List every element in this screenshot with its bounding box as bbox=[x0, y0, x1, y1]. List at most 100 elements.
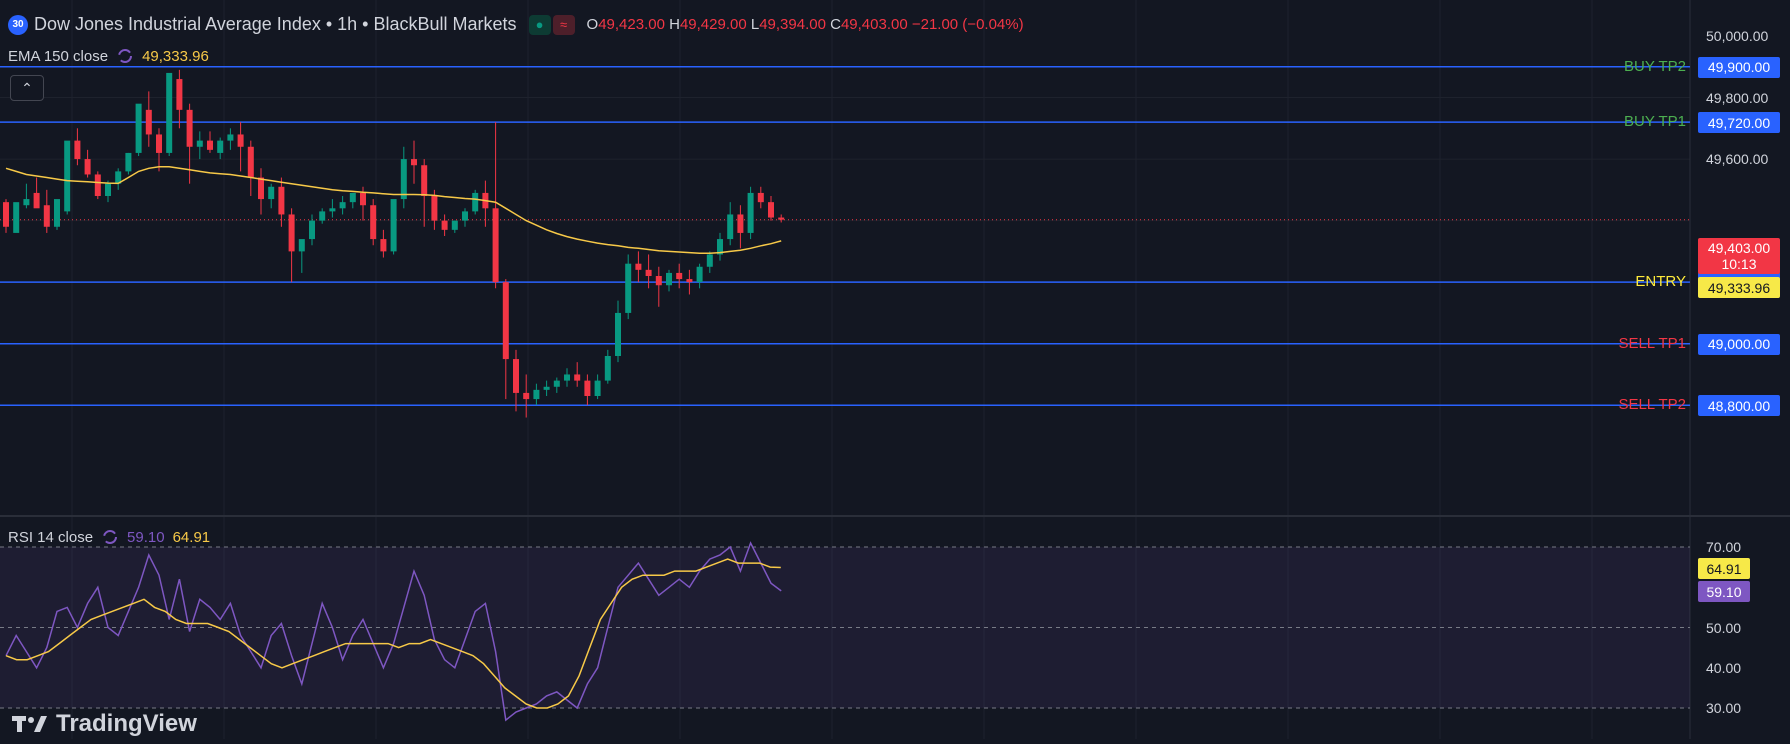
candle-body bbox=[615, 312, 621, 356]
rsi-axis-label: 70.00 bbox=[1706, 539, 1742, 555]
candle-body bbox=[339, 202, 346, 209]
candle-body bbox=[441, 220, 448, 230]
level-label-3[interactable]: SELL TP1 bbox=[1618, 334, 1686, 352]
candle-body bbox=[298, 239, 305, 252]
candle-body bbox=[247, 146, 254, 178]
candle-body bbox=[268, 186, 275, 200]
candle-body bbox=[176, 79, 183, 110]
price-axis-label: 50,000.00 bbox=[1706, 28, 1769, 44]
market-open-dot-icon[interactable]: ● bbox=[528, 14, 551, 35]
candle-body bbox=[737, 214, 744, 233]
ema-label[interactable]: EMA 150 close bbox=[8, 47, 109, 65]
wave-icon[interactable]: ≈ bbox=[552, 14, 575, 35]
candle-body bbox=[574, 374, 581, 381]
collapse-legend-button[interactable]: ⌃ bbox=[10, 75, 44, 101]
candle-body bbox=[768, 202, 774, 218]
symbol-badge[interactable]: 30 bbox=[8, 14, 28, 35]
price-axis-label: 49,800.00 bbox=[1706, 89, 1769, 106]
candle-body bbox=[360, 192, 366, 206]
candle-body bbox=[3, 202, 9, 227]
rsi-legend[interactable]: RSI 14 close 59.10 64.91 bbox=[8, 528, 210, 546]
candle-body bbox=[258, 177, 264, 200]
level-label-1[interactable]: BUY TP1 bbox=[1624, 113, 1686, 131]
candle-body bbox=[706, 254, 713, 267]
candle-body bbox=[115, 171, 122, 184]
candle-body bbox=[584, 380, 591, 396]
level-price-tag-0: 49,900.00 bbox=[1698, 56, 1780, 78]
symbol-title[interactable]: Dow Jones Industrial Average Index • 1h … bbox=[34, 14, 517, 34]
level-label-4[interactable]: SELL TP2 bbox=[1618, 396, 1686, 414]
candle-body bbox=[370, 205, 377, 240]
rsi-axis-label: 30.00 bbox=[1706, 700, 1742, 716]
level-label-0[interactable]: BUY TP2 bbox=[1624, 57, 1686, 75]
candle-body bbox=[288, 214, 295, 252]
candle-body bbox=[472, 192, 479, 212]
candle-body bbox=[696, 266, 703, 283]
candle-body bbox=[227, 134, 234, 141]
candle-body bbox=[278, 186, 285, 215]
candle-body bbox=[390, 199, 397, 252]
candle-body bbox=[23, 199, 30, 206]
candle-body bbox=[84, 159, 91, 175]
candle-body bbox=[64, 140, 71, 212]
ohlc-values: O49,423.00 H49,429.00 L49,394.00 C49,403… bbox=[586, 16, 1024, 33]
candle-body bbox=[380, 239, 387, 252]
candle-body bbox=[125, 152, 132, 172]
market-status-icon[interactable]: ● ≈ bbox=[528, 14, 575, 35]
level-price-tag-4: 48,800.00 bbox=[1698, 395, 1780, 417]
level-label-2[interactable]: ENTRY bbox=[1635, 273, 1686, 291]
rsi-axis-label: 50.00 bbox=[1706, 619, 1742, 636]
rsi-label[interactable]: RSI 14 close bbox=[8, 528, 94, 546]
candle-body bbox=[451, 220, 458, 230]
tradingview-logo[interactable]: TradingView bbox=[12, 710, 197, 738]
candle-body bbox=[747, 192, 754, 233]
rsi-value: 59.10 bbox=[127, 528, 165, 546]
rsi-band bbox=[0, 547, 1690, 708]
ema-value: 49,333.96 bbox=[142, 47, 209, 65]
change-value: −21.00 (−0.04%) bbox=[911, 16, 1024, 33]
candle-body bbox=[666, 272, 672, 286]
candle-body bbox=[502, 282, 509, 360]
bar-countdown: 10:13 bbox=[1721, 256, 1757, 272]
candle-body bbox=[523, 392, 530, 400]
candle-body bbox=[319, 211, 326, 221]
candle-body bbox=[411, 159, 417, 166]
open-value: 49,423.00 bbox=[598, 16, 665, 33]
candle-body bbox=[676, 272, 683, 280]
candle-body bbox=[349, 192, 356, 203]
candle-body bbox=[543, 386, 550, 390]
ema-legend[interactable]: EMA 150 close 49,333.96 bbox=[8, 47, 209, 65]
loading-icon bbox=[103, 530, 118, 544]
close-value: 49,403.00 bbox=[840, 16, 908, 33]
candle-body bbox=[94, 174, 101, 196]
candle-body bbox=[217, 140, 224, 153]
candle-body bbox=[462, 211, 468, 221]
candle-body bbox=[604, 356, 611, 381]
loading-icon bbox=[118, 49, 133, 63]
rsi-axis-label: 40.00 bbox=[1706, 659, 1742, 676]
logo-text: TradingView bbox=[56, 710, 197, 737]
candle-body bbox=[757, 192, 764, 203]
candle-body bbox=[74, 140, 81, 160]
price-axis-label: 49,600.00 bbox=[1706, 151, 1769, 168]
candle-body bbox=[594, 380, 601, 396]
chevron-up-icon: ⌃ bbox=[21, 79, 33, 96]
candle-body bbox=[513, 359, 519, 393]
candle-body bbox=[717, 239, 723, 255]
rsi-ma-value: 64.91 bbox=[172, 528, 211, 546]
rsi-tag: 59.10 bbox=[1698, 581, 1750, 602]
candle-body bbox=[553, 380, 560, 387]
rsi-ma-line bbox=[5, 558, 781, 709]
current-price: 49,403.00 bbox=[1707, 240, 1771, 256]
high-value: 49,429.00 bbox=[679, 16, 747, 33]
candle-body bbox=[421, 165, 428, 196]
candle-body bbox=[686, 279, 693, 283]
level-price-tag-3: 49,000.00 bbox=[1698, 333, 1780, 355]
candle-body bbox=[533, 389, 540, 400]
candle-body bbox=[237, 134, 244, 147]
candle-body bbox=[564, 374, 570, 381]
candle-body bbox=[186, 109, 193, 147]
candle-body bbox=[207, 140, 213, 150]
